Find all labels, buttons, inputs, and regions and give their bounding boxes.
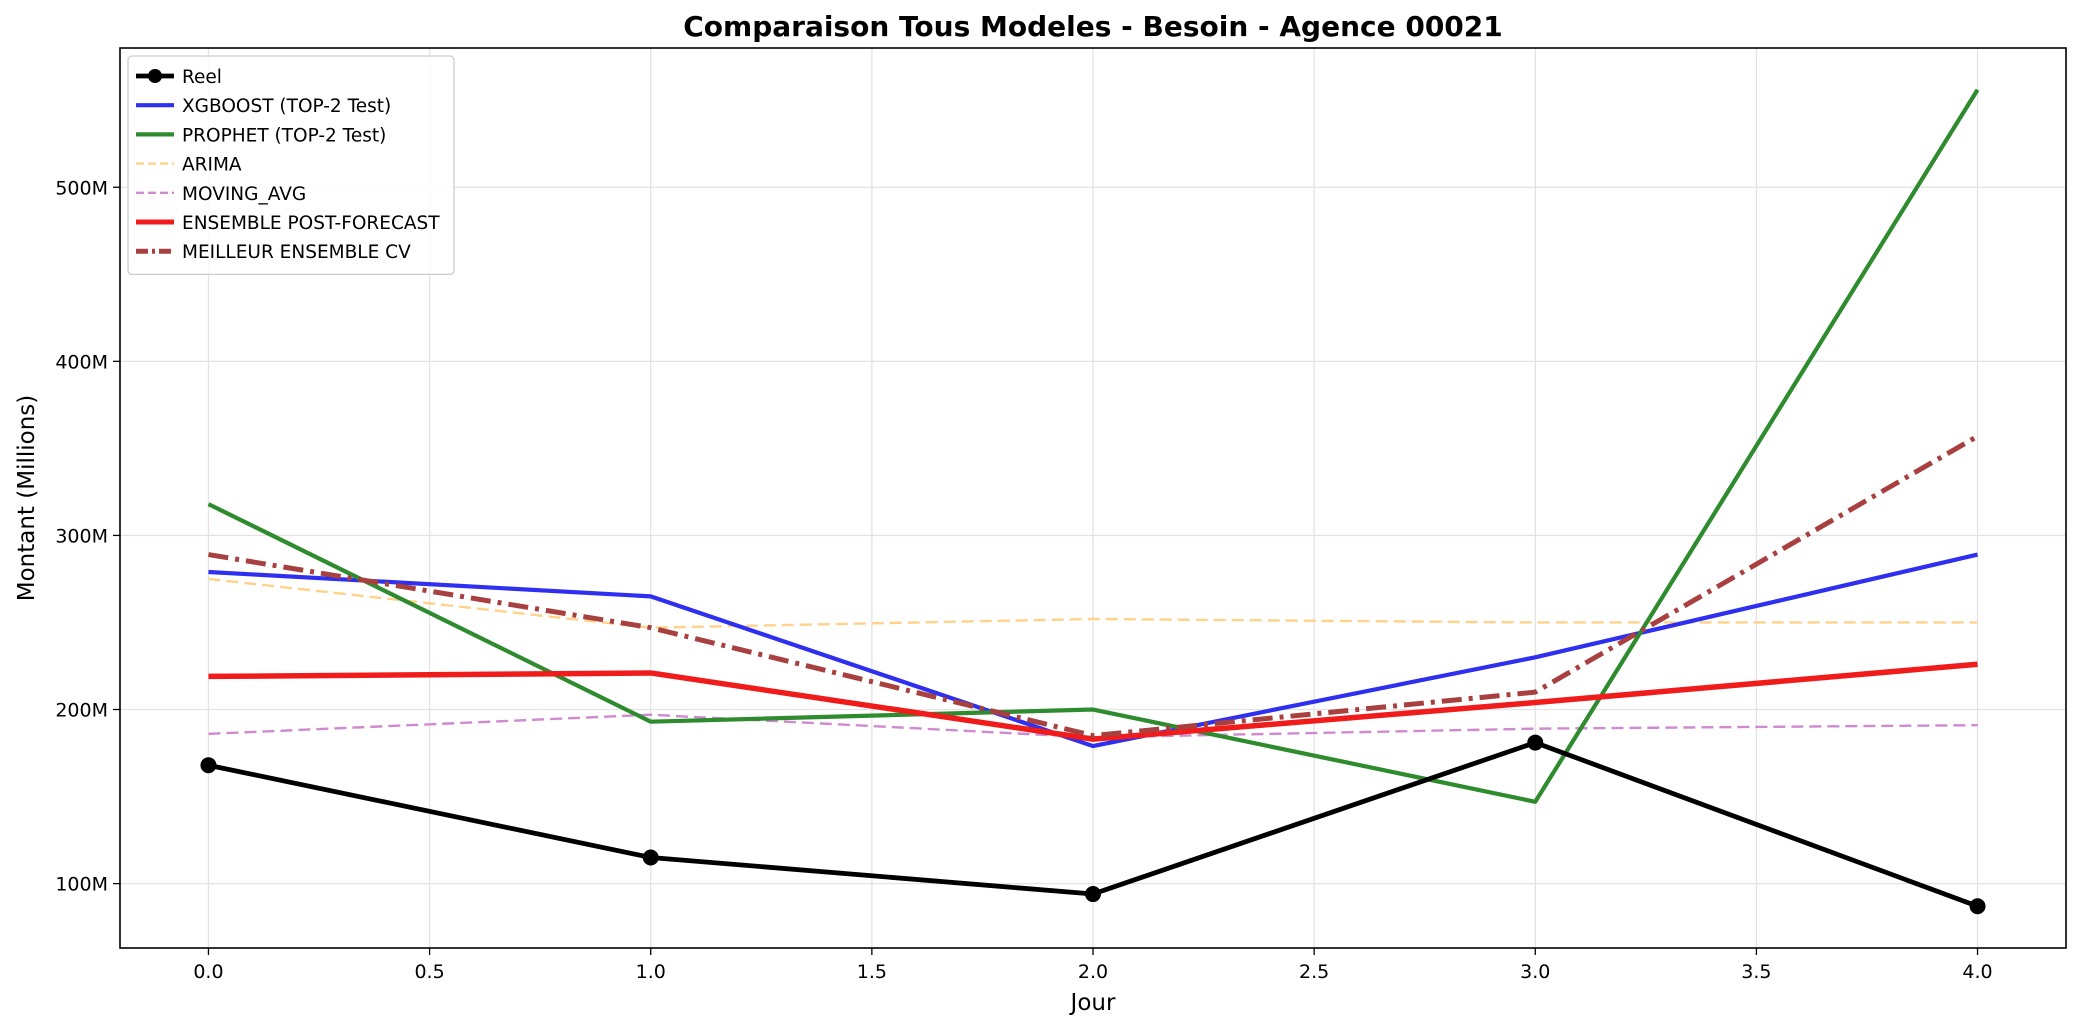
x-tick-label: 3.0 <box>1520 961 1550 983</box>
x-axis-label: Jour <box>1069 990 1116 1016</box>
chart-title: Comparaison Tous Modeles - Besoin - Agen… <box>683 10 1503 43</box>
series-point-0 <box>200 757 217 774</box>
legend-label: Reel <box>182 67 222 88</box>
x-tick-label: 4.0 <box>1962 961 1992 983</box>
x-tick-label: 1.5 <box>857 961 887 983</box>
legend: Reel XGBOOST (TOP-2 Test) PROPHET (TOP-2 T… <box>127 55 455 276</box>
series-line-1 <box>208 552 1979 749</box>
y-tick-label: 300M <box>55 525 108 547</box>
legend-label: ARIMA <box>182 155 242 176</box>
y-tick-label: 100M <box>55 874 108 896</box>
axis-ticks: 0.0 0.5 1.0 1.5 2.0 2.5 3.0 3.5 4.0 100M 200M 300M 4… <box>55 177 1992 983</box>
series-point-0 <box>1969 898 1986 915</box>
legend-label: PROPHET (TOP-2 Test) <box>182 125 386 146</box>
y-tick-label: 500M <box>55 177 108 199</box>
x-tick-label: 2.0 <box>1078 961 1108 983</box>
series-lines <box>200 88 1986 915</box>
y-axis-label: Montant (Millions) <box>14 395 40 602</box>
y-tick-label: 400M <box>55 351 108 373</box>
legend-marker <box>148 69 162 83</box>
series-point-0 <box>1527 734 1544 751</box>
series-point-0 <box>1085 886 1101 903</box>
series-point-0 <box>642 849 659 866</box>
series-line-5 <box>208 661 1978 742</box>
x-tick-label: 3.5 <box>1741 961 1771 983</box>
x-tick-label: 0.0 <box>193 961 223 983</box>
legend-label: MEILLEUR ENSEMBLE CV <box>182 242 411 263</box>
series-line-6 <box>208 434 1979 739</box>
legend-label: XGBOOST (TOP-2 Test) <box>182 96 391 117</box>
x-tick-label: 0.5 <box>414 961 444 983</box>
y-tick-label: 200M <box>55 700 108 722</box>
series-line-2 <box>207 88 1980 804</box>
legend-label: MOVING_AVG <box>182 184 306 205</box>
x-tick-label: 1.0 <box>636 961 666 983</box>
x-tick-label: 2.5 <box>1299 961 1329 983</box>
legend-box <box>127 55 455 276</box>
legend-label: ENSEMBLE POST-FORECAST <box>182 213 440 234</box>
